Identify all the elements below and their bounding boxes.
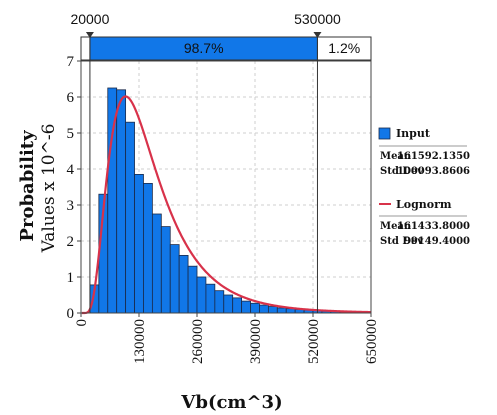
legend-lognorm-label: Lognorm	[396, 198, 452, 211]
histogram-bar	[160, 226, 171, 314]
y-tick-label: 5	[67, 126, 75, 142]
histogram-bar	[205, 283, 216, 314]
y-tick-label: 1	[67, 270, 75, 286]
delimiter-markers[interactable]: 20000 530000	[70, 11, 341, 313]
histogram-bar	[232, 297, 243, 314]
histogram-bar	[169, 244, 180, 314]
x-tick-label: 260000	[190, 319, 206, 364]
band-right-percent: 1.2%	[328, 40, 360, 56]
histogram-bar	[214, 290, 225, 314]
band-left-tail-region	[80, 36, 91, 61]
y-tick-label: 4	[67, 162, 75, 178]
legend-lognorm-std-label: Std Dev	[380, 236, 424, 247]
legend-input-mean-label: Mean	[380, 151, 412, 162]
legend-lognorm-mean-value: 161433.8000	[397, 221, 470, 232]
right-delimiter-handle-icon[interactable]	[313, 32, 322, 38]
band-inside-percent: 98.7%	[184, 40, 224, 56]
y-tick-labels: 0 1 2 3 4 5 6 7	[67, 54, 81, 322]
legend-input-swatch	[378, 127, 391, 140]
y-tick-label: 7	[67, 54, 75, 70]
left-delimiter-value: 20000	[70, 11, 109, 27]
legend-input-std-label: Std Dev	[380, 166, 424, 177]
histogram-bar	[241, 300, 251, 314]
x-tick-label: 650000	[364, 319, 380, 364]
histogram-bars	[89, 87, 367, 314]
right-delimiter-value: 530000	[294, 11, 341, 27]
legend-lognorm-std-value: 99149.4000	[404, 236, 470, 247]
legend-input-label: Input	[396, 127, 431, 140]
y-axis-label: Probability	[17, 130, 38, 242]
histogram-bar	[196, 276, 207, 314]
x-tick-label: 130000	[132, 319, 148, 364]
x-tick-label: 520000	[306, 319, 322, 364]
histogram-bar	[151, 213, 162, 314]
y-tick-label: 6	[67, 90, 75, 106]
probability-band[interactable]: 98.7% 1.2%	[80, 36, 372, 61]
y-tick-label: 2	[67, 234, 75, 250]
legend-input-mean-value: 161592.1350	[397, 151, 470, 162]
plot-frame	[80, 60, 372, 314]
x-tick-label: 0	[74, 319, 90, 327]
histogram-bar	[276, 307, 287, 314]
legend-input-std-value: 100093.8606	[397, 166, 470, 177]
y-tick-label: 0	[67, 306, 75, 322]
x-axis-label: Vb(cm^3)	[180, 392, 282, 413]
lognorm-fit-curve	[81, 95, 372, 315]
histogram-bar	[223, 294, 234, 314]
histogram-bar	[250, 302, 260, 314]
histogram-bar	[116, 89, 127, 314]
lognorm-curve-line	[81, 95, 372, 315]
histogram-bar	[267, 306, 278, 314]
histogram-bar	[125, 121, 135, 314]
x-tick-label: 390000	[248, 319, 264, 364]
left-delimiter-handle-icon[interactable]	[85, 32, 94, 38]
y-axis-units-label: Values x 10^-6	[39, 124, 59, 254]
plot-border	[80, 60, 372, 314]
x-tick-labels: 0 130000 260000 390000 520000 650000	[74, 313, 380, 364]
histogram-bar	[259, 304, 269, 314]
y-tick-label: 3	[67, 198, 75, 214]
legend: Input Mean 161592.1350 Std Dev 100093.86…	[378, 127, 470, 247]
histogram-bar	[187, 265, 198, 314]
histogram-bar	[143, 182, 153, 314]
histogram-bar	[134, 173, 144, 314]
legend-lognorm-mean-label: Mean	[380, 221, 412, 232]
histogram-bar	[178, 254, 189, 314]
